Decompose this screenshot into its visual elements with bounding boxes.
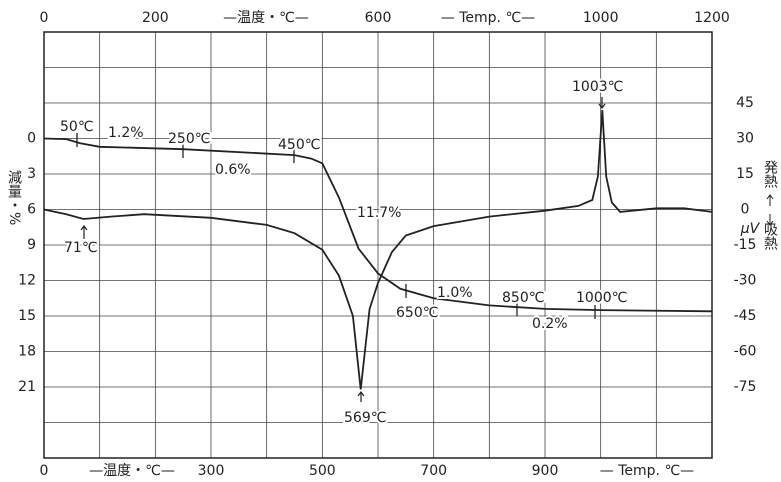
annotation: 450℃ [278, 137, 320, 153]
y-tick-label: 12 [18, 273, 36, 289]
y2-tick-label: 0 [741, 202, 750, 218]
y-tick-label: 9 [27, 237, 36, 253]
y2-tick-label: 30 [736, 131, 754, 147]
annotation: 569℃ [344, 410, 386, 426]
x-tick-label: 500 [309, 463, 336, 479]
y2-tick-label: -60 [734, 344, 757, 360]
arrow [357, 391, 365, 402]
annotation: 850℃ [502, 290, 544, 306]
y2-tick-label: -75 [734, 379, 757, 395]
y-tick-label: 3 [27, 166, 36, 182]
y2-up-label: 発熱 [762, 160, 778, 188]
y-tick-label: 21 [18, 379, 36, 395]
data-line [43, 110, 713, 390]
top-tick-label: 600 [365, 10, 392, 26]
plot-frame [43, 31, 713, 459]
bottom-axis-label: —温度・℃— [89, 463, 175, 479]
x-tick-label: 900 [532, 463, 559, 479]
top-tick-label: 1000 [583, 10, 619, 26]
top-axis-label: — Temp. ℃— [441, 10, 535, 26]
top-tick-label: 200 [142, 10, 169, 26]
y2-axis-title: μV [740, 221, 761, 237]
annotation: 650℃ [396, 305, 438, 321]
y2-tick-label: 45 [736, 95, 754, 111]
data-line [43, 137, 713, 313]
annotation: 250℃ [168, 131, 210, 147]
y2-tick-label: 15 [736, 166, 754, 182]
top-tick-label: 1200 [694, 10, 730, 26]
arrow [598, 97, 606, 109]
y2-tick-label: -30 [734, 273, 757, 289]
annotation: 0.2% [532, 316, 568, 332]
y-tick-label: 15 [18, 308, 36, 324]
arrow [80, 225, 88, 239]
arrow [766, 214, 774, 226]
y-tick-label: 18 [18, 344, 36, 360]
y-tick-label: 6 [27, 202, 36, 218]
top-axis-label: —温度・℃— [223, 10, 309, 26]
annotation: 50℃ [60, 119, 94, 135]
annotation: 1000℃ [576, 290, 627, 306]
annotation: 71℃ [64, 240, 98, 256]
y2-tick-label: -15 [734, 237, 757, 253]
y2-tick-label: -45 [734, 308, 757, 324]
annotation: 11.7% [357, 205, 401, 221]
annotation: 1.0% [437, 285, 473, 301]
top-tick-label: 0 [40, 10, 49, 26]
annotation: 1003℃ [572, 79, 623, 95]
x-tick-label: 700 [420, 463, 447, 479]
y2-down-label: 吸熱 [762, 222, 778, 250]
arrow [766, 194, 774, 206]
x-tick-label: 0 [40, 463, 49, 479]
bottom-axis-label: — Temp. ℃— [600, 463, 694, 479]
y-axis-title: 減量・% [6, 169, 22, 225]
x-tick-label: 300 [198, 463, 225, 479]
annotation: 1.2% [108, 125, 144, 141]
y-tick-label: 0 [27, 131, 36, 147]
annotation: 0.6% [215, 162, 251, 178]
